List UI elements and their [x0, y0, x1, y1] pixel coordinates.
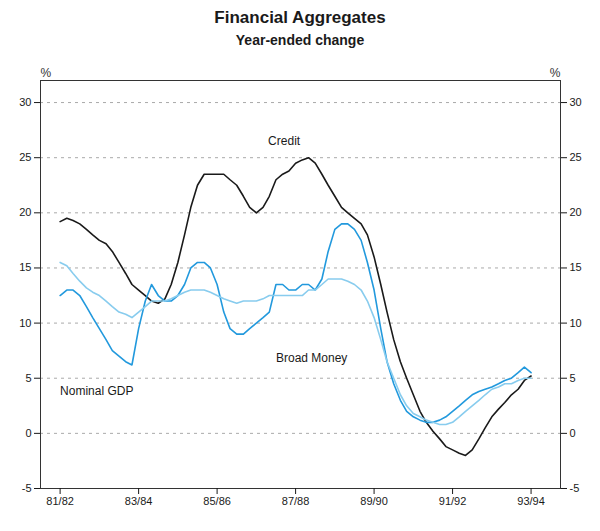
svg-text:Nominal GDP: Nominal GDP — [60, 384, 133, 398]
svg-text:0: 0 — [25, 427, 31, 439]
svg-text:-5: -5 — [570, 482, 580, 494]
html-text:Year-ended change: Year-ended change — [235, 32, 365, 48]
svg-text:25: 25 — [19, 151, 31, 163]
svg-text:%: % — [550, 66, 561, 80]
svg-text:10: 10 — [19, 317, 31, 329]
svg-text:0: 0 — [570, 427, 576, 439]
svg-text:5: 5 — [570, 372, 576, 384]
svg-text:Credit: Credit — [268, 134, 301, 148]
svg-text:93/94: 93/94 — [517, 495, 545, 507]
svg-text:%: % — [41, 66, 52, 80]
svg-text:5: 5 — [25, 372, 31, 384]
svg-text:87/88: 87/88 — [282, 495, 310, 507]
svg-text:30: 30 — [570, 96, 582, 108]
svg-text:-5: -5 — [22, 482, 32, 494]
svg-text:20: 20 — [19, 206, 31, 218]
svg-text:89/90: 89/90 — [360, 495, 388, 507]
svg-text:10: 10 — [570, 317, 582, 329]
svg-text:15: 15 — [570, 261, 582, 273]
svg-text:25: 25 — [570, 151, 582, 163]
svg-text:85/86: 85/86 — [203, 495, 231, 507]
svg-text:91/92: 91/92 — [439, 495, 467, 507]
svg-text:81/82: 81/82 — [46, 495, 74, 507]
svg-text:83/84: 83/84 — [125, 495, 153, 507]
svg-text:30: 30 — [19, 96, 31, 108]
svg-text:15: 15 — [19, 261, 31, 273]
svg-text:20: 20 — [570, 206, 582, 218]
html-text:Financial Aggregates: Financial Aggregates — [214, 8, 386, 27]
svg-text:Broad Money: Broad Money — [276, 351, 347, 365]
